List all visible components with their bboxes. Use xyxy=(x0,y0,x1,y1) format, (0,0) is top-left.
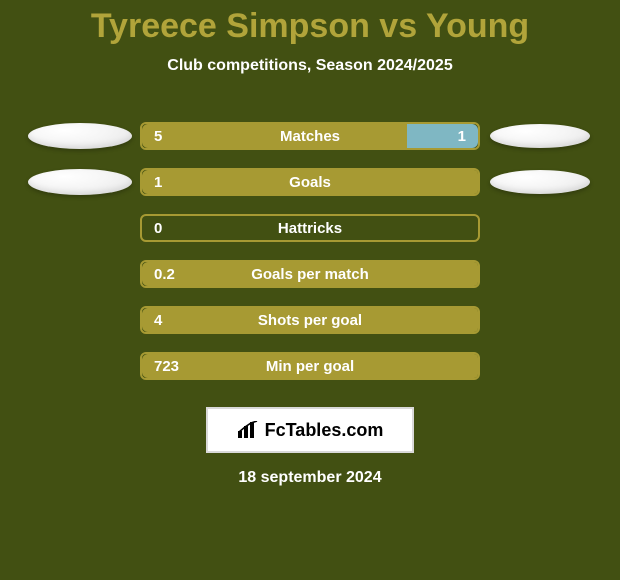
player-right-photo xyxy=(490,170,590,194)
brand-bars-icon xyxy=(237,421,259,439)
stat-label: Goals per match xyxy=(251,266,369,283)
stat-row: 0.2 Goals per match xyxy=(0,251,620,297)
stat-value-right: 1 xyxy=(458,128,466,145)
stat-value-left: 4 xyxy=(154,312,162,329)
right-photo-slot xyxy=(480,124,600,148)
stat-bar: 0 Hattricks xyxy=(140,214,480,242)
page-title: Tyreece Simpson vs Young xyxy=(0,0,620,45)
brand-text: FcTables.com xyxy=(265,420,384,441)
stat-row: 4 Shots per goal xyxy=(0,297,620,343)
stat-row: 723 Min per goal xyxy=(0,343,620,389)
stat-bar: 0.2 Goals per match xyxy=(140,260,480,288)
stat-bar: 723 Min per goal xyxy=(140,352,480,380)
stat-value-left: 0 xyxy=(154,220,162,237)
stat-row: 0 Hattricks xyxy=(0,205,620,251)
stat-label: Matches xyxy=(280,128,340,145)
comparison-infographic: Tyreece Simpson vs Young Club competitio… xyxy=(0,0,620,580)
stat-bar: 4 Shots per goal xyxy=(140,306,480,334)
bar-fill-right xyxy=(407,124,478,148)
right-photo-slot xyxy=(480,170,600,194)
left-photo-slot xyxy=(20,123,140,149)
subtitle: Club competitions, Season 2024/2025 xyxy=(0,57,620,75)
date-text: 18 september 2024 xyxy=(0,469,620,487)
bar-fill-left xyxy=(142,124,407,148)
stat-label: Shots per goal xyxy=(258,312,362,329)
stat-value-left: 1 xyxy=(154,174,162,191)
left-photo-slot xyxy=(20,169,140,195)
stat-row: 5 Matches 1 xyxy=(0,113,620,159)
stat-value-left: 723 xyxy=(154,358,179,375)
stat-label: Min per goal xyxy=(266,358,354,375)
stat-value-left: 0.2 xyxy=(154,266,175,283)
player-left-photo xyxy=(28,123,132,149)
stat-value-left: 5 xyxy=(154,128,162,145)
stat-rows: 5 Matches 1 1 Goals 0 Hattricks 0.2 Goals per ma… xyxy=(0,113,620,389)
stat-bar: 5 Matches 1 xyxy=(140,122,480,150)
brand-badge: FcTables.com xyxy=(206,407,414,453)
stat-bar: 1 Goals xyxy=(140,168,480,196)
player-right-photo xyxy=(490,124,590,148)
stat-row: 1 Goals xyxy=(0,159,620,205)
stat-label: Hattricks xyxy=(278,220,342,237)
stat-label: Goals xyxy=(289,174,331,191)
player-left-photo xyxy=(28,169,132,195)
